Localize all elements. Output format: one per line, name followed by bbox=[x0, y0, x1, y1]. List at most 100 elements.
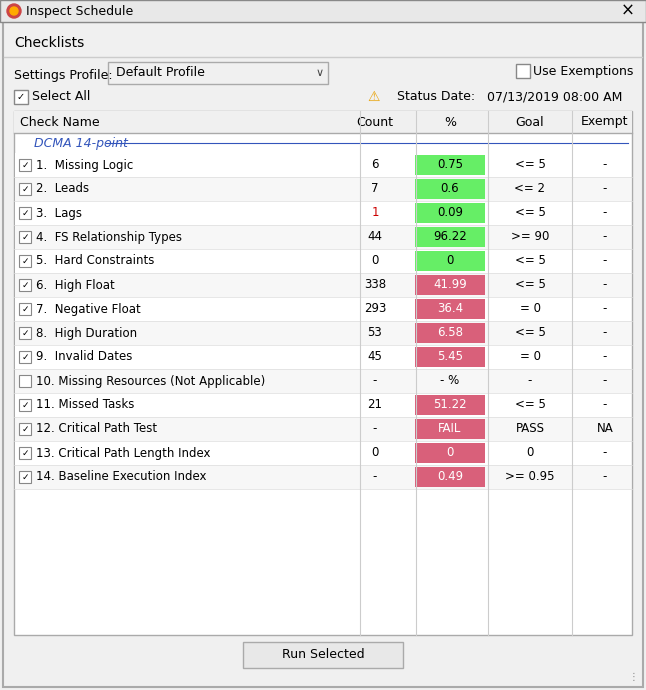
Circle shape bbox=[10, 7, 18, 15]
Bar bbox=[415, 275, 485, 295]
Text: Goal: Goal bbox=[516, 115, 545, 128]
Text: 0: 0 bbox=[371, 255, 379, 268]
Text: ✓: ✓ bbox=[21, 161, 29, 170]
Text: -: - bbox=[603, 302, 607, 315]
Bar bbox=[15, 393, 631, 417]
Bar bbox=[15, 225, 631, 249]
Text: 0: 0 bbox=[446, 255, 453, 268]
Bar bbox=[19, 279, 31, 291]
Text: 44: 44 bbox=[368, 230, 382, 244]
Bar bbox=[19, 159, 31, 171]
Text: <= 5: <= 5 bbox=[515, 159, 545, 172]
Text: FAIL: FAIL bbox=[439, 422, 462, 435]
Text: -: - bbox=[603, 206, 607, 219]
Text: <= 5: <= 5 bbox=[515, 279, 545, 291]
Text: <= 5: <= 5 bbox=[515, 206, 545, 219]
Text: 0: 0 bbox=[371, 446, 379, 460]
Text: 338: 338 bbox=[364, 279, 386, 291]
Bar bbox=[19, 183, 31, 195]
Text: 9.  Invalid Dates: 9. Invalid Dates bbox=[36, 351, 132, 364]
Text: 293: 293 bbox=[364, 302, 386, 315]
Bar bbox=[15, 153, 631, 177]
Text: Run Selected: Run Selected bbox=[282, 649, 364, 662]
Text: ✓: ✓ bbox=[21, 424, 29, 433]
Text: -: - bbox=[603, 255, 607, 268]
Text: 45: 45 bbox=[368, 351, 382, 364]
Text: ✓: ✓ bbox=[21, 184, 29, 193]
Text: 0.49: 0.49 bbox=[437, 471, 463, 484]
Bar bbox=[15, 321, 631, 345]
Bar bbox=[0, 0, 646, 22]
Text: 51.22: 51.22 bbox=[433, 399, 467, 411]
Text: 4.  FS Relationship Types: 4. FS Relationship Types bbox=[36, 230, 182, 244]
Text: 7.  Negative Float: 7. Negative Float bbox=[36, 302, 141, 315]
Text: -: - bbox=[603, 279, 607, 291]
Bar bbox=[19, 207, 31, 219]
Text: 11. Missed Tasks: 11. Missed Tasks bbox=[36, 399, 134, 411]
Bar bbox=[415, 419, 485, 439]
Text: -: - bbox=[603, 351, 607, 364]
Bar bbox=[15, 249, 631, 273]
Text: 07/13/2019 08:00 AM: 07/13/2019 08:00 AM bbox=[487, 90, 622, 104]
Text: 5.45: 5.45 bbox=[437, 351, 463, 364]
Bar bbox=[19, 303, 31, 315]
Text: Select All: Select All bbox=[32, 90, 90, 104]
Text: <= 5: <= 5 bbox=[515, 255, 545, 268]
Text: NA: NA bbox=[597, 422, 613, 435]
Text: 12. Critical Path Test: 12. Critical Path Test bbox=[36, 422, 157, 435]
Bar bbox=[19, 255, 31, 267]
Text: <= 5: <= 5 bbox=[515, 326, 545, 339]
Bar bbox=[243, 642, 403, 668]
Text: >= 0.95: >= 0.95 bbox=[505, 471, 555, 484]
Text: 7: 7 bbox=[371, 182, 379, 195]
Bar bbox=[14, 90, 28, 104]
Text: = 0: = 0 bbox=[519, 351, 541, 364]
Text: Exempt: Exempt bbox=[581, 115, 629, 128]
Text: 5.  Hard Constraints: 5. Hard Constraints bbox=[36, 255, 154, 268]
Text: ✓: ✓ bbox=[21, 233, 29, 241]
Bar bbox=[19, 375, 31, 387]
Text: >= 90: >= 90 bbox=[511, 230, 549, 244]
Text: ✓: ✓ bbox=[21, 353, 29, 362]
Text: Count: Count bbox=[357, 115, 393, 128]
Text: ✓: ✓ bbox=[21, 304, 29, 313]
Text: -: - bbox=[603, 446, 607, 460]
Bar bbox=[415, 467, 485, 487]
Bar bbox=[15, 273, 631, 297]
Bar bbox=[14, 111, 632, 635]
Bar bbox=[415, 227, 485, 247]
Text: 53: 53 bbox=[368, 326, 382, 339]
Text: Default Profile: Default Profile bbox=[116, 66, 205, 79]
Text: 41.99: 41.99 bbox=[433, 279, 467, 291]
Text: 96.22: 96.22 bbox=[433, 230, 467, 244]
Text: 6.58: 6.58 bbox=[437, 326, 463, 339]
Text: PASS: PASS bbox=[516, 422, 545, 435]
Text: -: - bbox=[603, 471, 607, 484]
Text: DCMA 14-point: DCMA 14-point bbox=[34, 137, 128, 150]
Text: %: % bbox=[444, 115, 456, 128]
Text: ⋮: ⋮ bbox=[629, 672, 638, 682]
Text: ✓: ✓ bbox=[21, 473, 29, 482]
Text: 8.  High Duration: 8. High Duration bbox=[36, 326, 137, 339]
Bar bbox=[415, 395, 485, 415]
Text: -: - bbox=[603, 159, 607, 172]
Text: Check Name: Check Name bbox=[20, 115, 99, 128]
Text: <= 5: <= 5 bbox=[515, 399, 545, 411]
Text: Checklists: Checklists bbox=[14, 36, 84, 50]
Text: 0: 0 bbox=[446, 446, 453, 460]
Text: Inspect Schedule: Inspect Schedule bbox=[26, 5, 133, 17]
Bar bbox=[415, 251, 485, 271]
Text: 0.09: 0.09 bbox=[437, 206, 463, 219]
Text: Use Exemptions: Use Exemptions bbox=[533, 64, 633, 77]
Text: ✓: ✓ bbox=[21, 448, 29, 457]
Bar bbox=[15, 465, 631, 489]
Text: -: - bbox=[528, 375, 532, 388]
Text: ✓: ✓ bbox=[21, 328, 29, 337]
Text: -: - bbox=[603, 375, 607, 388]
Bar bbox=[415, 155, 485, 175]
Text: 13. Critical Path Length Index: 13. Critical Path Length Index bbox=[36, 446, 211, 460]
Bar bbox=[15, 201, 631, 225]
Text: 0.6: 0.6 bbox=[441, 182, 459, 195]
Text: Settings Profile:: Settings Profile: bbox=[14, 68, 112, 81]
Text: -: - bbox=[373, 471, 377, 484]
